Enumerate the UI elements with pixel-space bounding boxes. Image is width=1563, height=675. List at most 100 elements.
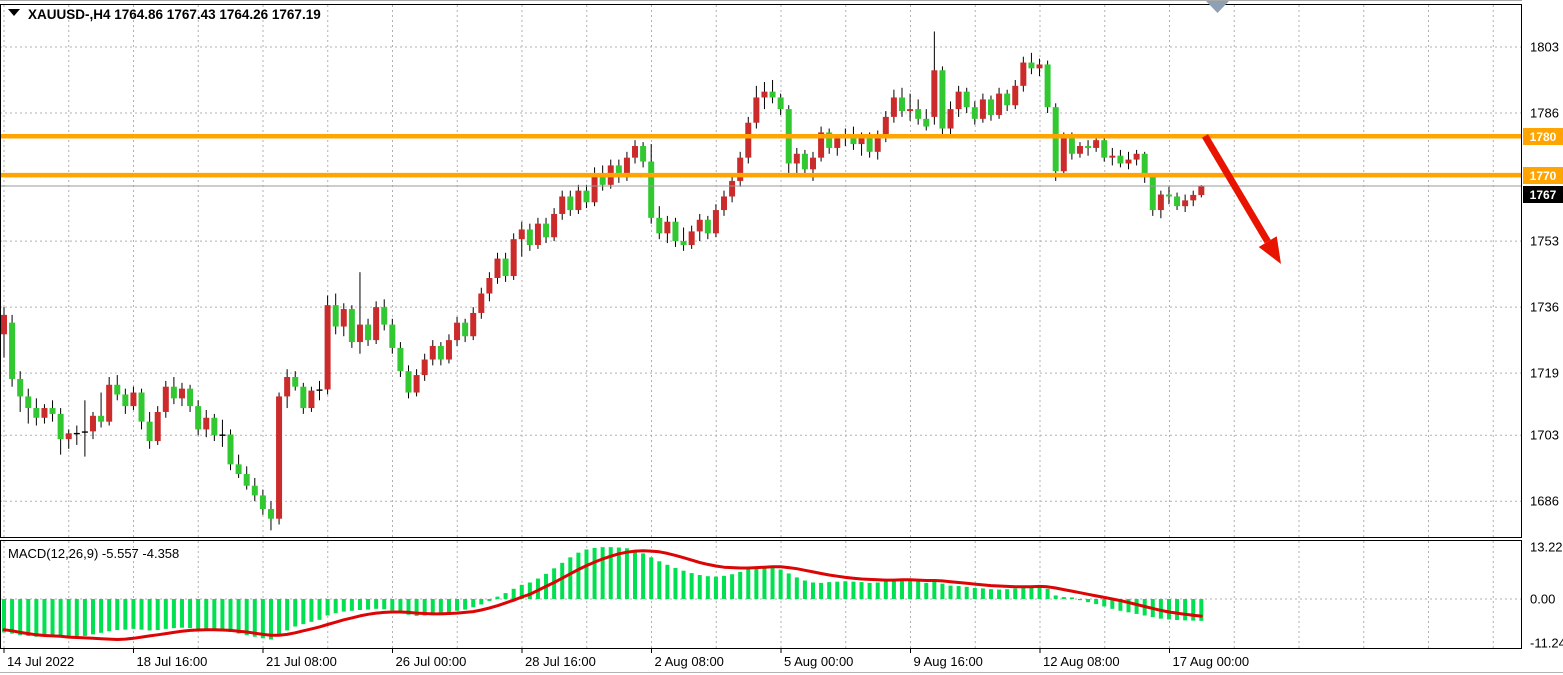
macd-histogram-bar: [18, 599, 23, 636]
candle: [284, 377, 291, 397]
price-axis[interactable]: 1803 1786 1753 1736 1719 1703 1686 13.22 0.00 -11…: [1530, 40, 1563, 651]
candle: [89, 415, 96, 432]
macd-histogram-bar: [738, 571, 743, 599]
macd-histogram-bar: [681, 570, 686, 599]
macd-histogram-bar: [705, 576, 710, 599]
macd-histogram-bar: [301, 599, 306, 625]
candle: [559, 196, 566, 214]
time-axis[interactable]: 14 Jul 2022 18 Jul 16:00 21 Jul 08:00 26 Ju…: [3, 648, 1249, 669]
candle: [688, 231, 695, 246]
candle: [898, 97, 905, 112]
macd-histogram-bar: [1029, 585, 1034, 599]
trend-arrow-head[interactable]: [1258, 236, 1281, 264]
macd-histogram-bar: [188, 599, 193, 629]
macd-histogram-bar: [34, 599, 39, 637]
macd-histogram-bar: [285, 599, 290, 631]
macd-label: MACD(12,26,9) -5.557 -4.358: [8, 546, 179, 561]
macd-histogram-bar: [204, 599, 209, 630]
candle: [599, 173, 606, 185]
candle: [1133, 153, 1140, 160]
candle: [170, 386, 177, 399]
candle: [348, 309, 355, 343]
macd-histogram-bar: [827, 582, 832, 599]
time-axis-label: 12 Aug 08:00: [1043, 654, 1120, 669]
candle: [1182, 200, 1189, 207]
candle: [955, 91, 962, 110]
macd-histogram-bar: [277, 599, 282, 636]
candle: [518, 229, 525, 240]
macd-histogram-bar: [835, 581, 840, 599]
candle: [486, 278, 493, 294]
candle: [462, 322, 469, 337]
macd-histogram-bar: [1094, 599, 1099, 605]
macd-histogram-bar: [527, 582, 532, 599]
candle: [413, 375, 420, 393]
macd-histogram-bar: [1069, 597, 1074, 599]
macd-histogram-bar: [179, 599, 184, 628]
candle: [1052, 107, 1059, 172]
chart-title: XAUUSD-,H4 1764.86 1767.43 1764.26 1767.…: [28, 7, 321, 22]
candle: [834, 138, 841, 148]
macd-grid: [0, 541, 1522, 648]
macd-histogram-bar: [398, 599, 403, 613]
macd-histogram-bar: [883, 580, 888, 599]
macd-histogram-bar: [972, 587, 977, 599]
macd-histogram-bar: [697, 575, 702, 599]
candle: [106, 384, 113, 422]
macd-histogram-bar: [382, 599, 387, 610]
candle: [777, 97, 784, 110]
candle: [963, 91, 970, 108]
macd-histogram-bar: [519, 584, 524, 599]
candle: [1125, 159, 1132, 164]
macd-histogram-bar: [997, 589, 1002, 599]
candle: [130, 392, 137, 407]
macd-histogram-bar: [592, 547, 597, 599]
macd-histogram-bar: [867, 582, 872, 599]
candle: [623, 157, 630, 178]
macd-histogram-bar: [333, 599, 338, 614]
macd-series: [2, 547, 1204, 641]
chart-shift-marker-icon[interactable]: [1206, 1, 1229, 13]
candle: [567, 196, 574, 211]
macd-histogram-bar: [932, 580, 937, 599]
candle: [276, 396, 283, 519]
macd-histogram-bar: [438, 599, 443, 614]
candle: [987, 99, 994, 115]
time-axis-label: 21 Jul 08:00: [266, 654, 337, 669]
macd-histogram-bar: [495, 596, 500, 599]
macd-histogram-bar: [730, 574, 735, 599]
macd-axis-label: 0.00: [1530, 592, 1555, 607]
macd-histogram-bar: [317, 599, 322, 620]
symbol-dropdown-icon[interactable]: [8, 9, 20, 16]
macd-histogram-bar: [851, 581, 856, 599]
candle: [114, 384, 121, 395]
price-axis-label: 1753: [1530, 234, 1559, 249]
macd-histogram-bar: [349, 599, 354, 611]
candle: [793, 153, 800, 164]
candle: [534, 223, 541, 246]
candle: [259, 495, 266, 510]
chart-objects[interactable]: [0, 134, 1522, 264]
price-line-badge-1780: 1780: [1523, 128, 1563, 145]
macd-histogram-bar: [1110, 599, 1115, 609]
candle: [65, 433, 72, 440]
candle: [866, 136, 873, 152]
candle: [178, 388, 185, 399]
macd-histogram-bar: [633, 550, 638, 599]
macd-histogram-bar: [115, 599, 120, 631]
candle: [494, 258, 501, 279]
candle: [243, 474, 250, 486]
candle: [882, 116, 889, 137]
candle: [227, 434, 234, 465]
candle: [583, 190, 590, 203]
time-axis-label: 18 Jul 16:00: [137, 654, 208, 669]
macd-histogram-bar: [568, 557, 573, 599]
candle: [437, 345, 444, 360]
macd-histogram-bar: [422, 599, 427, 616]
macd-histogram-bar: [366, 599, 371, 610]
candlestick-series[interactable]: [1, 31, 1205, 531]
macd-histogram-bar: [1061, 597, 1066, 599]
macd-histogram-bar: [940, 583, 945, 599]
trend-arrow-shaft[interactable]: [1201, 134, 1271, 244]
